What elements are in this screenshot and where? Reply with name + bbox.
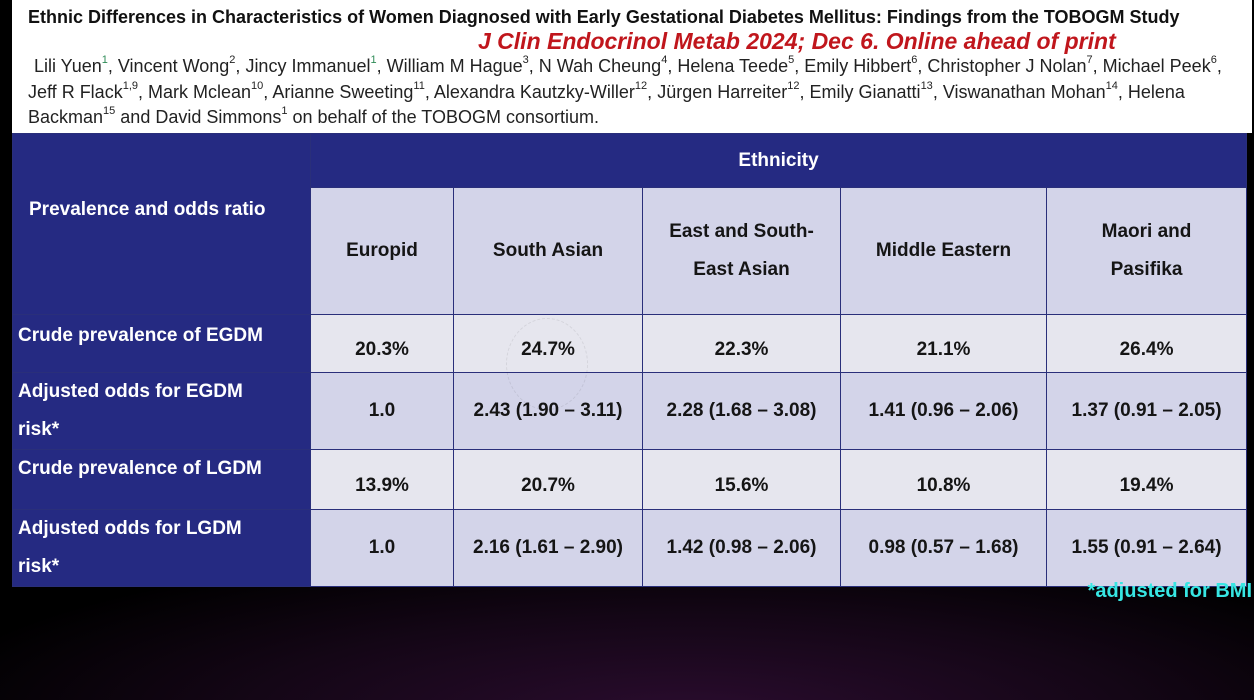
corner-header: Prevalence and odds ratio: [12, 133, 311, 315]
author-name: Helena Backman: [28, 81, 1185, 128]
author-affiliation: 12: [787, 79, 800, 92]
authors-suffix: on behalf of the TOBOGM consortium.: [287, 107, 599, 127]
ethnicity-group-header: Ethnicity: [309, 133, 1248, 188]
author-affiliation: 1: [281, 105, 288, 117]
table-cell: 15.6%: [642, 449, 841, 510]
author-name: Jürgen Harreiter: [657, 81, 788, 102]
author-name: Lili Yuen: [34, 56, 102, 76]
paper-title: Ethnic Differences in Characteristics of…: [28, 7, 1180, 27]
table-cell: 1.37 (0.91 – 2.05): [1045, 372, 1248, 450]
table-cell: 20.7%: [453, 449, 643, 510]
table-cell: 1.42 (0.98 – 2.06): [642, 509, 841, 587]
author-affiliation: 10: [251, 79, 264, 92]
author-affiliation: 1,9: [122, 79, 138, 92]
row-label: Crude prevalence of EGDM: [12, 314, 311, 373]
table-cell: 22.3%: [642, 314, 841, 373]
author-list: Lili Yuen1, Vincent Wong2, Jincy Immanue…: [28, 54, 1222, 128]
table-cell: 1.41 (0.96 – 2.06): [840, 372, 1047, 450]
author-affiliation: 11: [413, 79, 425, 92]
table-cell: 26.4%: [1045, 314, 1248, 373]
author-name: Arianne Sweeting: [272, 81, 414, 102]
slide-header: Ethnic Differences in Characteristics of…: [12, 0, 1252, 133]
author-affiliation: 7: [1086, 54, 1093, 66]
corner-label: Prevalence and odds ratio: [29, 199, 266, 220]
author-name: Vincent Wong: [117, 56, 230, 76]
table-row: Adjusted odds for EGDM risk* 1.0 2.43 (1…: [12, 372, 1248, 450]
table-row: Adjusted odds for LGDM risk* 1.0 2.16 (1…: [12, 509, 1248, 587]
table-row: Crude prevalence of EGDM 20.3% 24.7% 22.…: [12, 314, 1248, 373]
author-name: Emily Gianatti: [809, 81, 921, 102]
column-header-maori-pasifika: Maori and Pasifika: [1045, 187, 1248, 315]
column-header-middle-eastern: Middle Eastern: [840, 187, 1047, 315]
author-affiliation: 2: [229, 54, 236, 66]
footnote: *adjusted for BMI: [1087, 580, 1252, 602]
author-affiliation: 6: [911, 54, 918, 66]
table-cell: 1.0: [310, 509, 454, 587]
author-affiliation: 14: [1105, 79, 1118, 92]
author-name: Alexandra Kautzky-Willer: [433, 81, 635, 102]
author-affiliation: 3: [522, 54, 529, 66]
column-header-europid: Europid: [310, 187, 454, 315]
table-cell: 21.1%: [840, 314, 1047, 373]
author-name: Emily Hibbert: [804, 56, 912, 76]
row-label: Adjusted odds for EGDM risk*: [12, 372, 311, 450]
author-name: N Wah Cheung: [538, 56, 662, 76]
journal-citation: J Clin Endocrinol Metab 2024; Dec 6. Onl…: [478, 28, 1116, 54]
table-row: Crude prevalence of LGDM 13.9% 20.7% 15.…: [12, 449, 1248, 510]
author-affiliation: 15: [103, 105, 116, 117]
author-affiliation: 4: [661, 54, 668, 66]
author-affiliation: 13: [920, 79, 933, 92]
ethnicity-table: Prevalence and odds ratio Ethnicity Euro…: [12, 133, 1248, 587]
author-name: Mark Mclean: [148, 81, 252, 102]
faint-watermark: [506, 318, 588, 410]
column-header-east-south-east-asian: East and South-East Asian: [642, 187, 841, 315]
author-name: Jeff R Flack: [28, 81, 123, 102]
table-cell: 13.9%: [310, 449, 454, 510]
author-name: Helena Teede: [677, 56, 789, 76]
author-name: Michael Peek: [1102, 56, 1211, 76]
author-name: David Simmons: [155, 107, 282, 127]
row-label: Crude prevalence of LGDM: [12, 449, 311, 510]
author-name: Viswanathan Mohan: [942, 81, 1106, 102]
table-cell: 1.0: [310, 372, 454, 450]
author-affiliation: 12: [634, 79, 648, 92]
author-affiliation: 5: [788, 54, 795, 66]
table-cell: 19.4%: [1045, 449, 1248, 510]
author-affiliation: 1: [370, 54, 377, 66]
table-cell: 1.55 (0.91 – 2.64): [1045, 509, 1248, 587]
author-affiliation: 6: [1210, 54, 1217, 66]
table-cell: 20.3%: [310, 314, 454, 373]
author-affiliation: 1: [101, 54, 108, 66]
author-name: Christopher J Nolan: [927, 56, 1087, 76]
table-cell: 0.98 (0.57 – 1.68): [840, 509, 1047, 587]
table-cell: 10.8%: [840, 449, 1047, 510]
row-label: Adjusted odds for LGDM risk*: [12, 509, 311, 587]
table-cell: 2.28 (1.68 – 3.08): [642, 372, 841, 450]
table-cell: 2.16 (1.61 – 2.90): [453, 509, 643, 587]
column-header-south-asian: South Asian: [453, 187, 643, 315]
author-name: Jincy Immanuel: [245, 56, 371, 76]
author-name: William M Hague: [386, 56, 523, 76]
